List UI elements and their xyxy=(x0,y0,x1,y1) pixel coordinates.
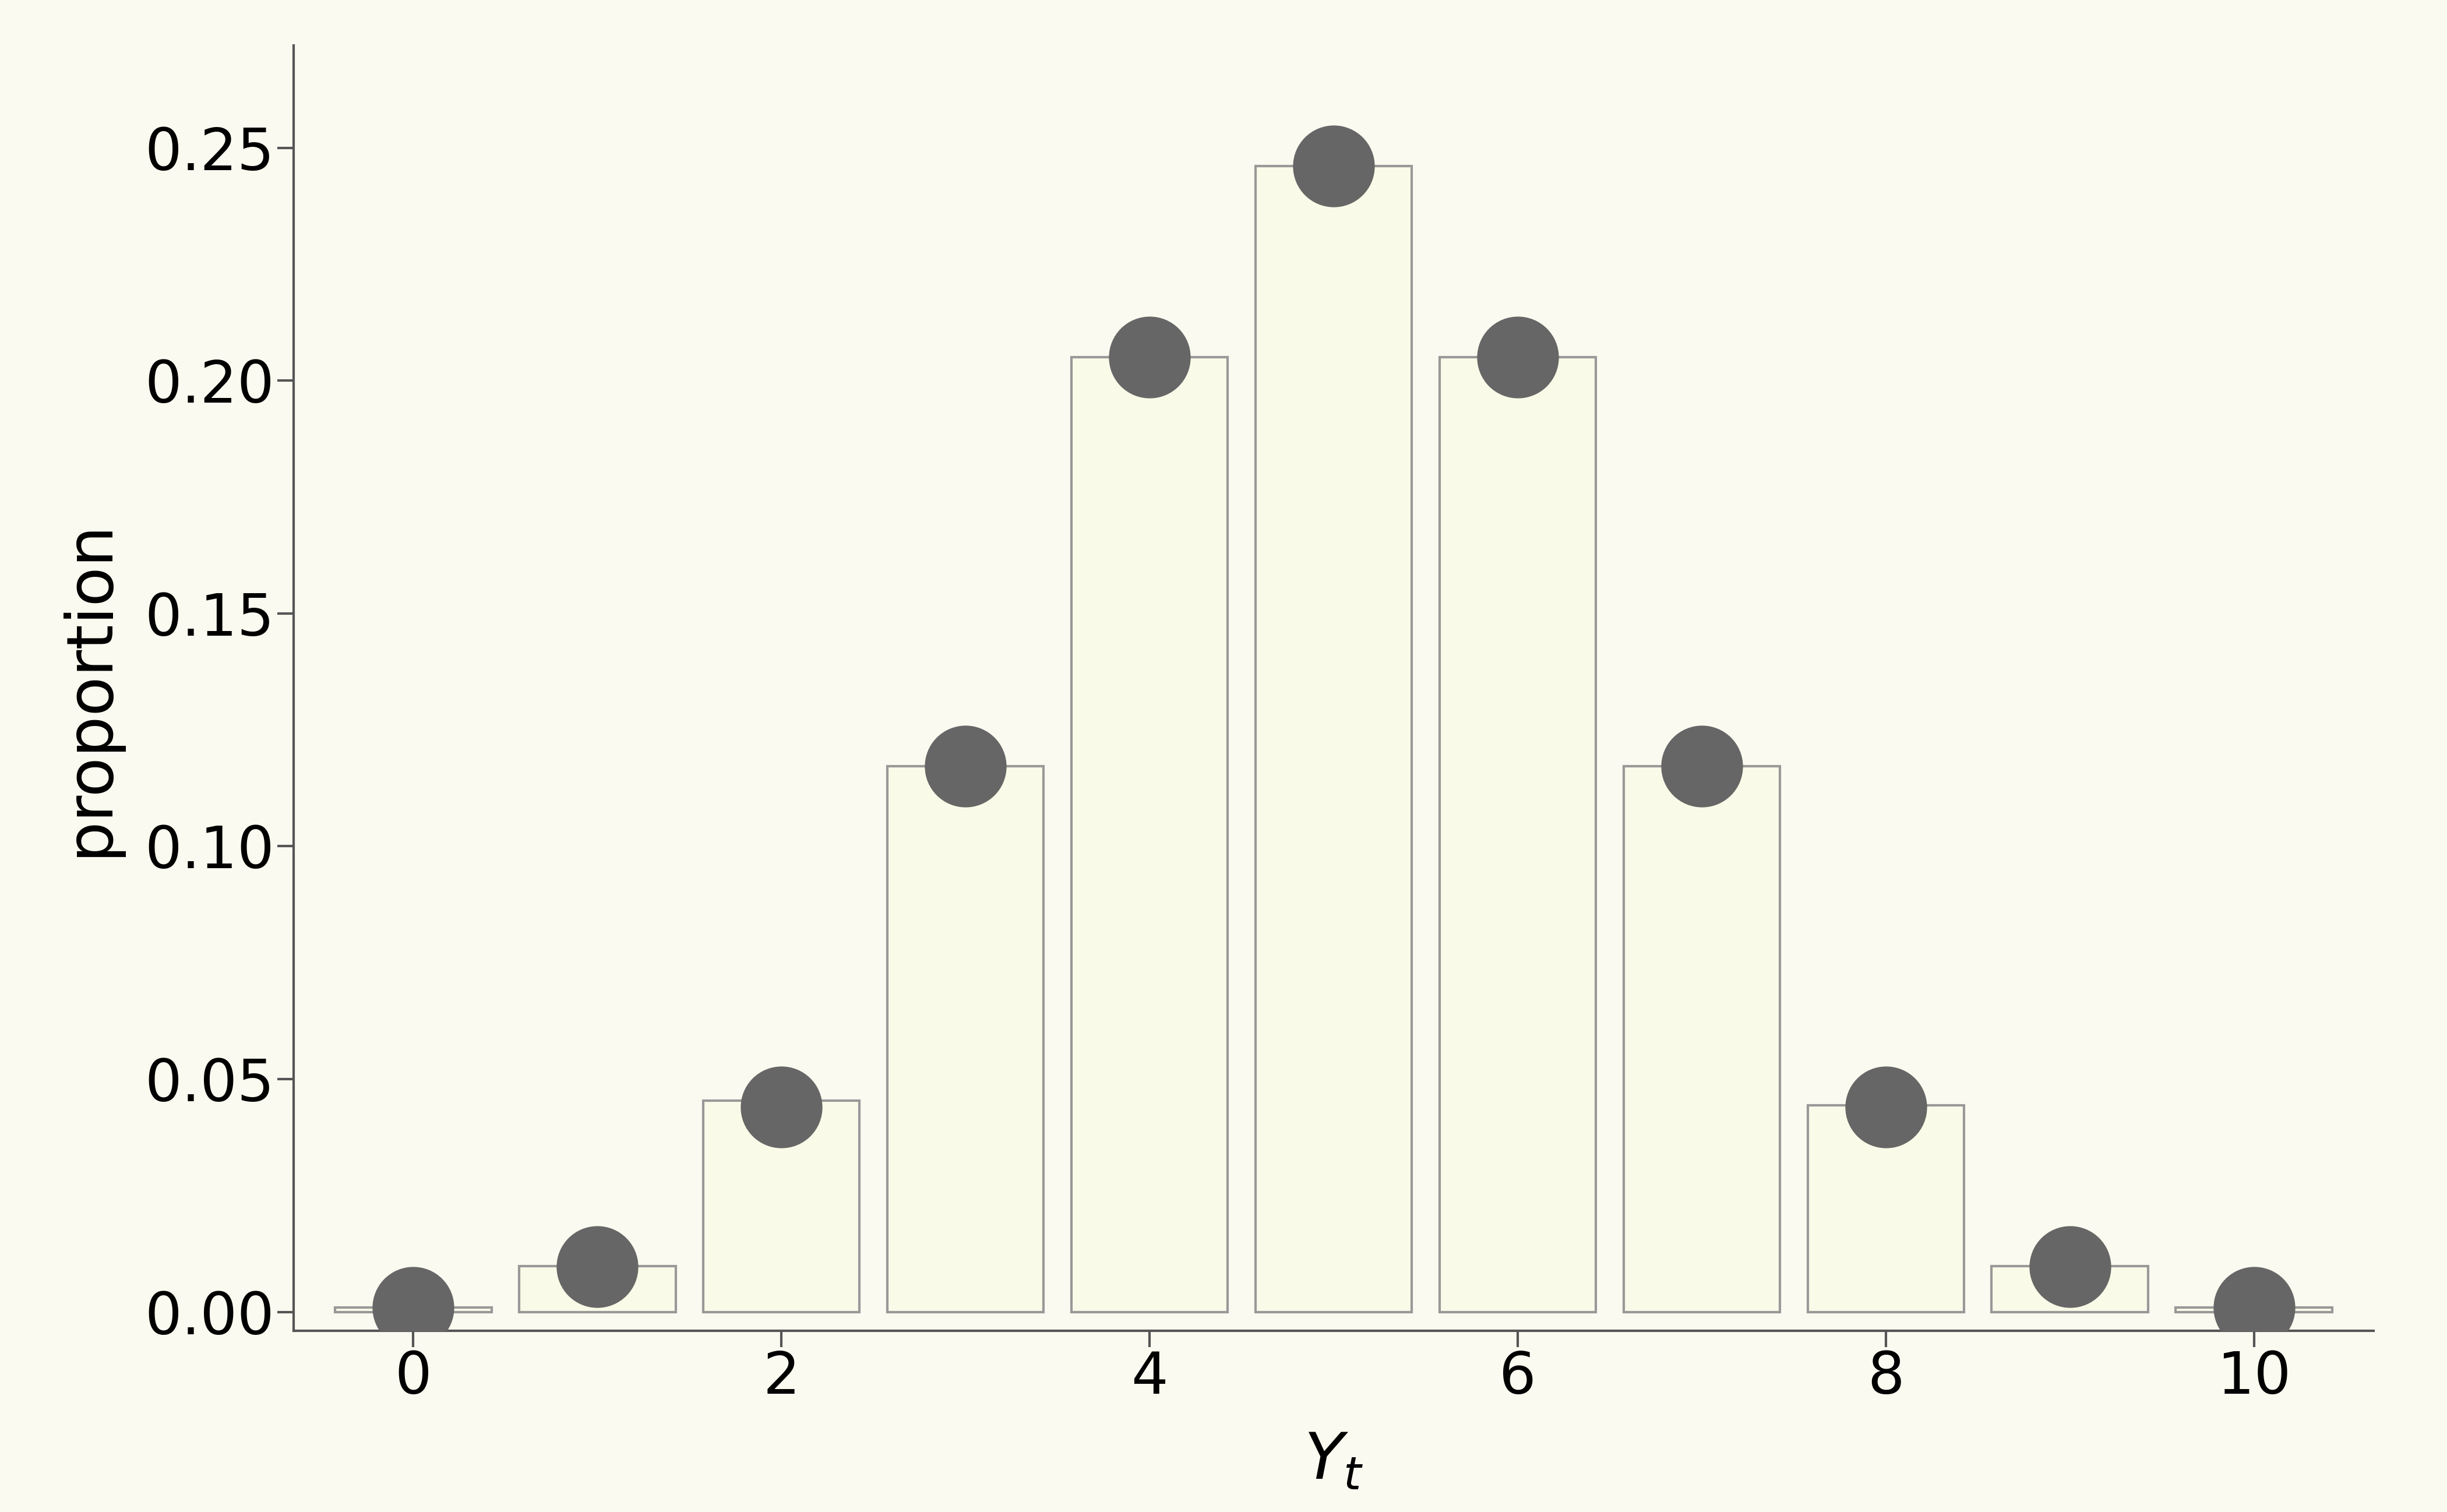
Bar xyxy=(1808,1105,1965,1312)
Bar xyxy=(2175,1308,2332,1312)
Y-axis label: proportion: proportion xyxy=(59,519,120,857)
Bar xyxy=(888,767,1045,1312)
Point xyxy=(947,754,986,779)
Point xyxy=(761,1095,800,1119)
Point xyxy=(1681,754,1720,779)
Point xyxy=(577,1255,617,1279)
Bar xyxy=(1072,357,1228,1312)
Point xyxy=(394,1296,433,1320)
Point xyxy=(1131,345,1170,369)
Point xyxy=(2051,1255,2090,1279)
Bar xyxy=(519,1267,675,1312)
Point xyxy=(1314,154,1353,178)
Bar xyxy=(1255,166,1412,1312)
Point xyxy=(2234,1296,2273,1320)
Bar xyxy=(702,1101,859,1312)
Point xyxy=(1867,1095,1906,1119)
Point xyxy=(1498,345,1537,369)
Bar xyxy=(335,1308,492,1312)
X-axis label: $Y_t$: $Y_t$ xyxy=(1304,1430,1363,1492)
Bar xyxy=(1622,767,1779,1312)
Bar xyxy=(1992,1267,2148,1312)
Bar xyxy=(1439,357,1595,1312)
